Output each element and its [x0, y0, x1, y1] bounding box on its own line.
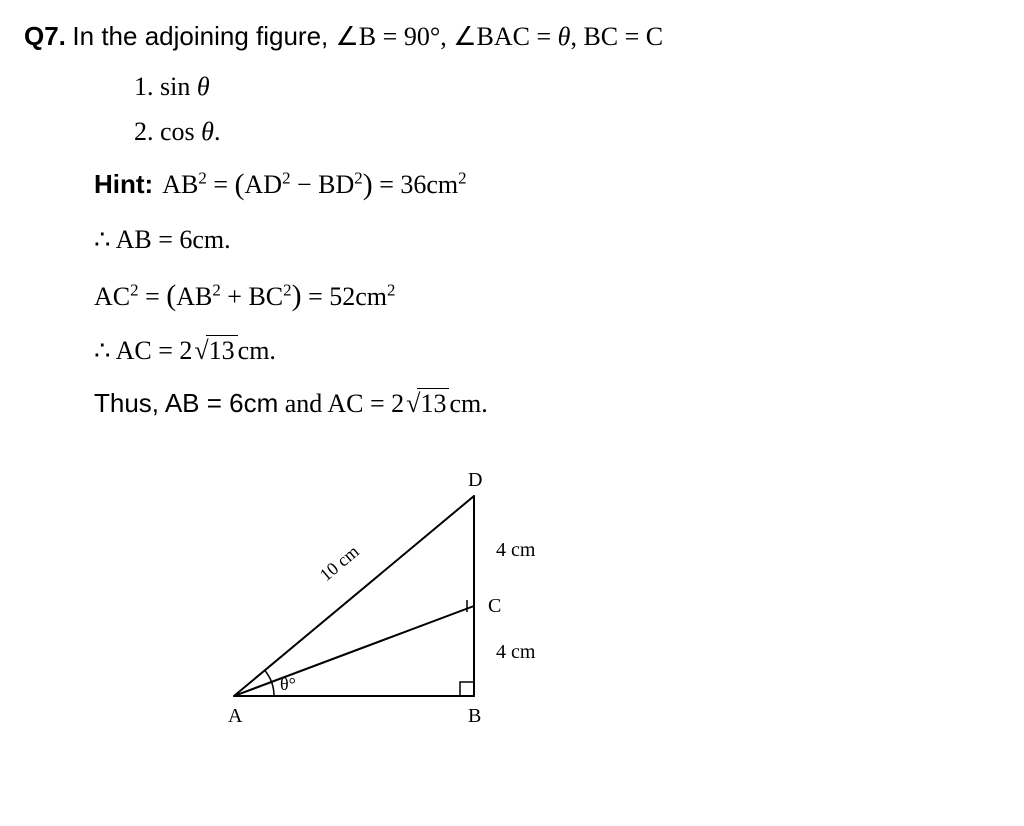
- hint-line-3: AC2 = (AB2 + BC2) = 52cm2: [94, 266, 1000, 326]
- list-item: 2. cos θ.: [134, 110, 1000, 154]
- question-items: 1. sin θ 2. cos θ.: [134, 65, 1000, 153]
- hint-label: Hint:: [94, 169, 153, 199]
- item-expr: sin θ: [160, 72, 210, 101]
- list-item: 1. sin θ: [134, 65, 1000, 109]
- sqrt: √13: [192, 325, 237, 377]
- hint-text: ∴ AC = 2: [94, 336, 192, 365]
- svg-text:10 cm: 10 cm: [316, 542, 363, 586]
- figure: A B C D 4 cm 4 cm 10 cm θ°: [204, 436, 1000, 741]
- svg-text:A: A: [228, 705, 243, 727]
- question-line: Q7. In the adjoining figure, ∠B = 90°, ∠…: [24, 18, 1000, 55]
- thus-pre: Thus,: [94, 388, 165, 418]
- sqrt-arg: 13: [206, 335, 238, 365]
- thus-sans: AB = 6cm: [165, 388, 278, 418]
- hint-text: cm.: [238, 336, 276, 365]
- question-label: Q7.: [24, 21, 66, 51]
- hint-text: = (AD2 − BD2) = 36cm2: [207, 170, 467, 199]
- hint-text: AB: [162, 170, 198, 199]
- hint-line-1: Hint: AB2 = (AD2 − BD2) = 36cm2: [94, 154, 1000, 214]
- item-number: 2.: [134, 117, 154, 146]
- sqrt: √13: [404, 378, 449, 430]
- exponent: 2: [198, 168, 206, 187]
- svg-text:C: C: [488, 595, 501, 617]
- hint-line-2: ∴ AB = 6cm.: [94, 214, 1000, 266]
- svg-text:4 cm: 4 cm: [496, 641, 536, 663]
- item-expr: cos θ.: [160, 117, 220, 146]
- question-math: ∠B = 90°, ∠BAC = θ, BC = C: [336, 22, 664, 51]
- thus-post: cm.: [449, 389, 487, 418]
- svg-text:D: D: [468, 469, 482, 491]
- hint-line-thus: Thus, AB = 6cm and AC = 2√13cm.: [94, 377, 1000, 430]
- svg-text:θ°: θ°: [280, 674, 296, 694]
- svg-text:B: B: [468, 705, 481, 727]
- triangle-diagram: A B C D 4 cm 4 cm 10 cm θ°: [204, 436, 564, 736]
- hint-block: Hint: AB2 = (AD2 − BD2) = 36cm2 ∴ AB = 6…: [94, 154, 1000, 431]
- item-number: 1.: [134, 72, 154, 101]
- sqrt-arg: 13: [417, 388, 449, 418]
- question-prefix: In the adjoining figure,: [72, 21, 335, 51]
- svg-text:4 cm: 4 cm: [496, 539, 536, 561]
- hint-line-4: ∴ AC = 2√13cm.: [94, 325, 1000, 377]
- page: Q7. In the adjoining figure, ∠B = 90°, ∠…: [0, 0, 1024, 759]
- thus-mid: and AC = 2: [278, 389, 404, 418]
